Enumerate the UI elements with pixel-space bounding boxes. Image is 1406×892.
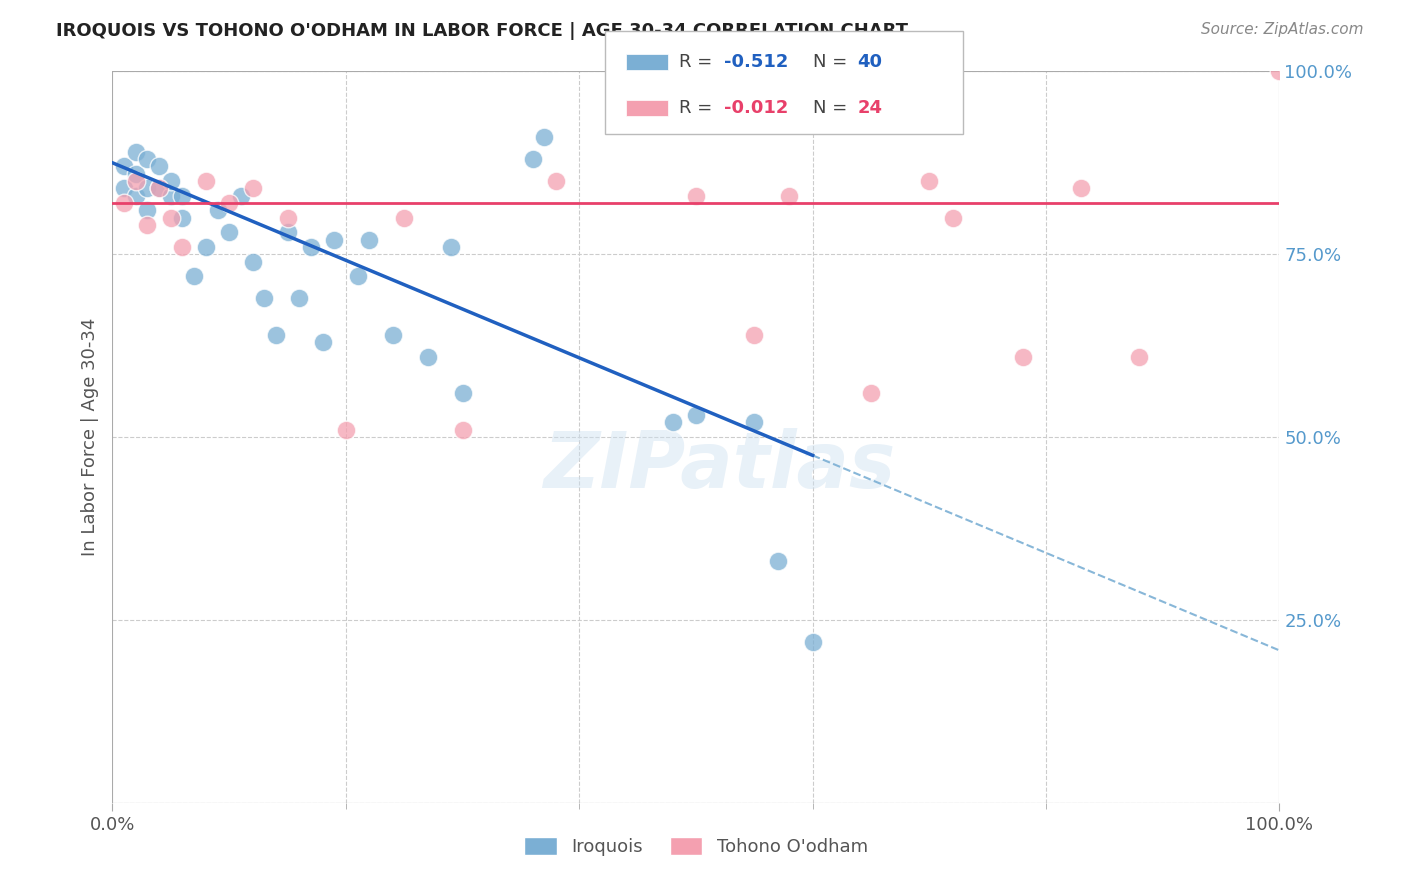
Point <box>242 254 264 268</box>
Point <box>125 145 148 159</box>
Point <box>533 130 555 145</box>
Point <box>918 174 941 188</box>
Point <box>778 188 800 202</box>
Point <box>264 327 287 342</box>
Point <box>160 188 183 202</box>
Point <box>1070 181 1092 195</box>
Point <box>136 203 159 218</box>
Point <box>288 291 311 305</box>
Point <box>744 327 766 342</box>
Point <box>685 188 707 202</box>
Point <box>125 174 148 188</box>
Point <box>160 174 183 188</box>
Point <box>136 181 159 195</box>
Y-axis label: In Labor Force | Age 30-34: In Labor Force | Age 30-34 <box>80 318 98 557</box>
Point <box>661 416 683 430</box>
Point <box>335 423 357 437</box>
Point <box>346 269 368 284</box>
Point <box>218 225 240 239</box>
Point <box>766 554 789 568</box>
Point <box>172 240 194 254</box>
Point <box>522 152 544 166</box>
Text: Source: ZipAtlas.com: Source: ZipAtlas.com <box>1201 22 1364 37</box>
Point <box>299 240 322 254</box>
Point <box>544 174 567 188</box>
Text: 40: 40 <box>858 53 883 70</box>
Point <box>744 416 766 430</box>
Point <box>381 327 404 342</box>
Point <box>207 203 229 218</box>
Point <box>451 423 474 437</box>
Point <box>1011 350 1033 364</box>
Point <box>125 167 148 181</box>
Text: ZIPatlas: ZIPatlas <box>543 428 896 504</box>
Text: N =: N = <box>813 99 852 117</box>
Point <box>685 408 707 422</box>
Point <box>112 181 135 195</box>
Point <box>1128 350 1150 364</box>
Point <box>394 211 416 225</box>
Point <box>801 635 824 649</box>
Point <box>242 181 264 195</box>
Point <box>311 334 333 349</box>
Point <box>148 181 170 195</box>
Point <box>942 211 965 225</box>
Text: R =: R = <box>679 53 718 70</box>
Point <box>323 233 346 247</box>
Point <box>276 211 298 225</box>
Text: -0.512: -0.512 <box>724 53 789 70</box>
Point <box>276 225 298 239</box>
Point <box>229 188 252 202</box>
Point <box>136 152 159 166</box>
Point <box>136 218 159 232</box>
Text: N =: N = <box>813 53 852 70</box>
Text: -0.012: -0.012 <box>724 99 789 117</box>
Point <box>1268 64 1291 78</box>
Point <box>416 350 439 364</box>
Point <box>194 240 217 254</box>
Point <box>125 188 148 202</box>
Point <box>451 386 474 401</box>
Point <box>148 181 170 195</box>
Point <box>112 160 135 174</box>
Point <box>172 211 194 225</box>
Point <box>172 188 194 202</box>
Point <box>218 196 240 211</box>
Text: 24: 24 <box>858 99 883 117</box>
Point <box>194 174 217 188</box>
Point <box>183 269 205 284</box>
Text: R =: R = <box>679 99 718 117</box>
Point <box>160 211 183 225</box>
Text: IROQUOIS VS TOHONO O'ODHAM IN LABOR FORCE | AGE 30-34 CORRELATION CHART: IROQUOIS VS TOHONO O'ODHAM IN LABOR FORC… <box>56 22 908 40</box>
Point <box>860 386 883 401</box>
Point <box>112 196 135 211</box>
Point <box>440 240 463 254</box>
Point <box>359 233 381 247</box>
Legend: Iroquois, Tohono O'odham: Iroquois, Tohono O'odham <box>524 837 868 856</box>
Point <box>148 160 170 174</box>
Point <box>253 291 276 305</box>
